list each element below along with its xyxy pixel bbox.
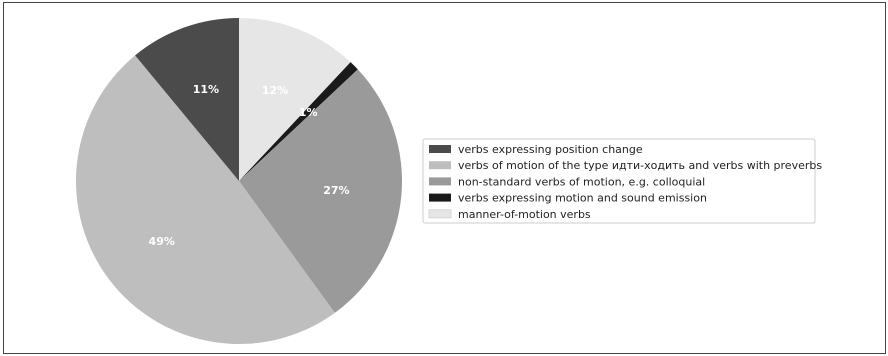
legend-box — [422, 138, 816, 224]
legend-items: verbs expressing position change verbs of… — [428, 143, 822, 221]
pie-value-labels: 12% 1% 27% 49% 11% — [149, 83, 350, 248]
legend-label: verbs expressing position change — [458, 143, 643, 156]
slice-percent-label: 1% — [299, 106, 318, 119]
legend-swatch — [428, 209, 452, 219]
legend-swatch — [429, 161, 451, 170]
slice-percent-label: 12% — [262, 84, 288, 97]
legend-swatch — [429, 145, 451, 153]
legend-label: non-standard verbs of motion, e.g. collo… — [458, 175, 705, 188]
legend-swatch — [429, 193, 451, 202]
legend-label: verbs of motion of the type идти-ходить … — [458, 159, 822, 172]
legend-swatch — [429, 177, 451, 186]
legend: verbs expressing position change verbs of… — [422, 138, 822, 224]
pie-slice — [76, 55, 335, 344]
slice-percent-label: 11% — [193, 83, 219, 96]
pie-slice — [239, 62, 358, 181]
pie-slices — [76, 18, 402, 344]
chart-frame: 12% 1% 27% 49% 11% verbs expressing position… — [3, 2, 886, 354]
legend-label: manner-of-motion verbs — [458, 208, 591, 221]
legend-label: verbs expressing motion and sound emissi… — [458, 192, 707, 205]
pie-slice — [239, 18, 351, 181]
pie-slice — [239, 69, 402, 313]
slice-percent-label: 27% — [323, 184, 349, 197]
pie-chart: 12% 1% 27% 49% 11% verbs expressing position… — [76, 18, 822, 344]
pie-slice — [135, 18, 239, 181]
slice-percent-label: 49% — [149, 235, 175, 248]
